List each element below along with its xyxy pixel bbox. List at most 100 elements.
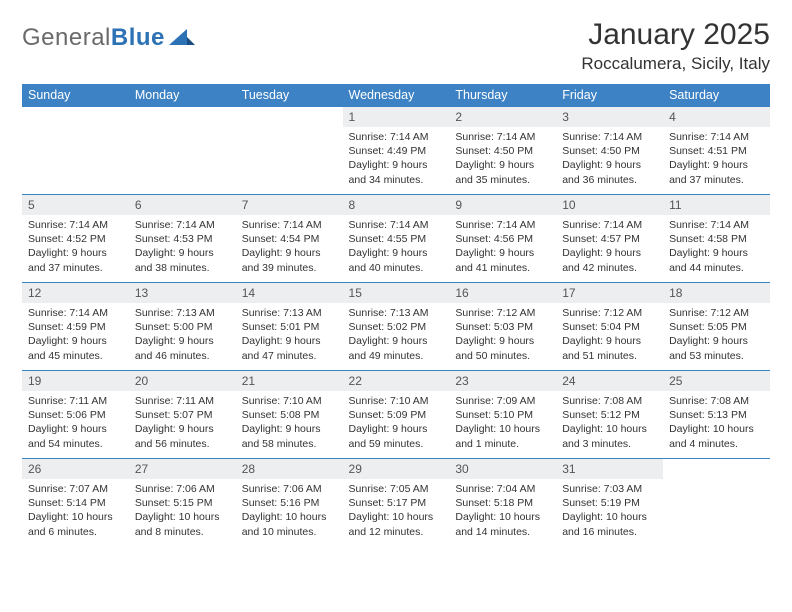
day-number: 9	[449, 195, 556, 215]
weekday-header-row: SundayMondayTuesdayWednesdayThursdayFrid…	[22, 84, 770, 107]
day-details: Sunrise: 7:14 AMSunset: 4:54 PMDaylight:…	[236, 215, 343, 278]
weekday-header: Thursday	[449, 84, 556, 107]
day-details: Sunrise: 7:03 AMSunset: 5:19 PMDaylight:…	[556, 479, 663, 542]
day-details: Sunrise: 7:08 AMSunset: 5:12 PMDaylight:…	[556, 391, 663, 454]
day-number: 26	[22, 459, 129, 479]
daylight-line: Daylight: 9 hours and 40 minutes.	[349, 246, 444, 274]
calendar-day-cell: 30Sunrise: 7:04 AMSunset: 5:18 PMDayligh…	[449, 459, 556, 547]
calendar-day-cell: 24Sunrise: 7:08 AMSunset: 5:12 PMDayligh…	[556, 371, 663, 459]
sunrise-line: Sunrise: 7:14 AM	[562, 130, 657, 144]
month-title: January 2025	[581, 18, 770, 52]
day-details: Sunrise: 7:14 AMSunset: 4:53 PMDaylight:…	[129, 215, 236, 278]
day-details: Sunrise: 7:13 AMSunset: 5:00 PMDaylight:…	[129, 303, 236, 366]
day-number: 11	[663, 195, 770, 215]
sunrise-line: Sunrise: 7:05 AM	[349, 482, 444, 496]
calendar-week-row: 1Sunrise: 7:14 AMSunset: 4:49 PMDaylight…	[22, 107, 770, 195]
calendar-day-cell: 17Sunrise: 7:12 AMSunset: 5:04 PMDayligh…	[556, 283, 663, 371]
sunset-line: Sunset: 4:50 PM	[455, 144, 550, 158]
calendar-week-row: 12Sunrise: 7:14 AMSunset: 4:59 PMDayligh…	[22, 283, 770, 371]
day-number: 12	[22, 283, 129, 303]
day-number: 29	[343, 459, 450, 479]
sunrise-line: Sunrise: 7:11 AM	[135, 394, 230, 408]
calendar-day-cell: 3 Sunrise: 7:14 AMSunset: 4:50 PMDaylight…	[556, 107, 663, 195]
sunrise-line: Sunrise: 7:14 AM	[669, 130, 764, 144]
sunset-line: Sunset: 4:52 PM	[28, 232, 123, 246]
sunrise-line: Sunrise: 7:13 AM	[349, 306, 444, 320]
calendar-day-cell: 25Sunrise: 7:08 AMSunset: 5:13 PMDayligh…	[663, 371, 770, 459]
calendar-day-cell: 18Sunrise: 7:12 AMSunset: 5:05 PMDayligh…	[663, 283, 770, 371]
day-number: 24	[556, 371, 663, 391]
calendar-table: SundayMondayTuesdayWednesdayThursdayFrid…	[22, 84, 770, 547]
sunrise-line: Sunrise: 7:14 AM	[135, 218, 230, 232]
day-details: Sunrise: 7:07 AMSunset: 5:14 PMDaylight:…	[22, 479, 129, 542]
sunset-line: Sunset: 5:16 PM	[242, 496, 337, 510]
sunrise-line: Sunrise: 7:12 AM	[669, 306, 764, 320]
sunset-line: Sunset: 5:17 PM	[349, 496, 444, 510]
sunrise-line: Sunrise: 7:08 AM	[562, 394, 657, 408]
day-details: Sunrise: 7:08 AMSunset: 5:13 PMDaylight:…	[663, 391, 770, 454]
calendar-day-cell: 27Sunrise: 7:06 AMSunset: 5:15 PMDayligh…	[129, 459, 236, 547]
weekday-header: Sunday	[22, 84, 129, 107]
daylight-line: Daylight: 10 hours and 10 minutes.	[242, 510, 337, 538]
calendar-empty-cell	[236, 107, 343, 195]
sunrise-line: Sunrise: 7:13 AM	[242, 306, 337, 320]
sunset-line: Sunset: 4:51 PM	[669, 144, 764, 158]
day-details: Sunrise: 7:14 AMSunset: 4:55 PMDaylight:…	[343, 215, 450, 278]
sunset-line: Sunset: 5:06 PM	[28, 408, 123, 422]
calendar-day-cell: 11Sunrise: 7:14 AMSunset: 4:58 PMDayligh…	[663, 195, 770, 283]
sunset-line: Sunset: 4:49 PM	[349, 144, 444, 158]
day-details: Sunrise: 7:13 AMSunset: 5:01 PMDaylight:…	[236, 303, 343, 366]
calendar-day-cell: 4Sunrise: 7:14 AMSunset: 4:51 PMDaylight…	[663, 107, 770, 195]
sunrise-line: Sunrise: 7:14 AM	[669, 218, 764, 232]
sunset-line: Sunset: 5:19 PM	[562, 496, 657, 510]
day-details: Sunrise: 7:14 AMSunset: 4:49 PMDaylight:…	[343, 127, 450, 190]
sunrise-line: Sunrise: 7:14 AM	[562, 218, 657, 232]
day-details: Sunrise: 7:14 AMSunset: 4:52 PMDaylight:…	[22, 215, 129, 278]
sunrise-line: Sunrise: 7:14 AM	[28, 306, 123, 320]
day-number: 19	[22, 371, 129, 391]
sunset-line: Sunset: 5:02 PM	[349, 320, 444, 334]
calendar-week-row: 19 Sunrise: 7:11 AM Sunset: 5:06 PM Dayligh…	[22, 371, 770, 459]
daylight-line: Daylight: 10 hours and 3 minutes.	[562, 422, 657, 450]
daylight-line: Daylight: 9 hours and 50 minutes.	[455, 334, 550, 362]
weekday-header: Monday	[129, 84, 236, 107]
calendar-day-cell: 23Sunrise: 7:09 AMSunset: 5:10 PMDayligh…	[449, 371, 556, 459]
day-number: 31	[556, 459, 663, 479]
weekday-header: Friday	[556, 84, 663, 107]
sunrise-line: Sunrise: 7:14 AM	[28, 218, 123, 232]
calendar-empty-cell	[22, 107, 129, 195]
calendar-day-cell: 13Sunrise: 7:13 AMSunset: 5:00 PMDayligh…	[129, 283, 236, 371]
sunset-line: Sunset: 4:50 PM	[562, 144, 657, 158]
daylight-line: Daylight: 9 hours and 59 minutes.	[349, 422, 444, 450]
day-number: 22	[343, 371, 450, 391]
sunset-line: Sunset: 4:58 PM	[669, 232, 764, 246]
sunset-line: Sunset: 4:56 PM	[455, 232, 550, 246]
sunrise-line: Sunrise: 7:14 AM	[349, 218, 444, 232]
calendar-day-cell: 2Sunrise: 7:14 AMSunset: 4:50 PMDaylight…	[449, 107, 556, 195]
daylight-line: Daylight: 10 hours and 1 minute.	[455, 422, 550, 450]
day-details: Sunrise: 7:04 AMSunset: 5:18 PMDaylight:…	[449, 479, 556, 542]
calendar-day-cell: 9Sunrise: 7:14 AMSunset: 4:56 PMDaylight…	[449, 195, 556, 283]
sunset-line: Sunset: 4:57 PM	[562, 232, 657, 246]
daylight-line: Daylight: 10 hours and 12 minutes.	[349, 510, 444, 538]
calendar-day-cell: 6Sunrise: 7:14 AMSunset: 4:53 PMDaylight…	[129, 195, 236, 283]
sunset-line: Sunset: 5:05 PM	[669, 320, 764, 334]
day-number: 10	[556, 195, 663, 215]
calendar-empty-cell	[663, 459, 770, 547]
day-number: 21	[236, 371, 343, 391]
weekday-header: Tuesday	[236, 84, 343, 107]
day-number: 25	[663, 371, 770, 391]
daylight-line: Daylight: 9 hours and 34 minutes.	[349, 158, 444, 186]
sunrise-line: Sunrise: 7:14 AM	[455, 130, 550, 144]
day-details: Sunrise: 7:10 AMSunset: 5:09 PMDaylight:…	[343, 391, 450, 454]
day-number: 5	[22, 195, 129, 215]
day-number: 14	[236, 283, 343, 303]
daylight-line: Daylight: 9 hours and 36 minutes.	[562, 158, 657, 186]
day-number: 3	[556, 107, 663, 127]
calendar-day-cell: 10Sunrise: 7:14 AMSunset: 4:57 PMDayligh…	[556, 195, 663, 283]
sunrise-line: Sunrise: 7:10 AM	[242, 394, 337, 408]
daylight-line: Daylight: 9 hours and 56 minutes.	[135, 422, 230, 450]
daylight-line: Daylight: 9 hours and 46 minutes.	[135, 334, 230, 362]
sunrise-line: Sunrise: 7:06 AM	[135, 482, 230, 496]
daylight-line: Daylight: 10 hours and 14 minutes.	[455, 510, 550, 538]
